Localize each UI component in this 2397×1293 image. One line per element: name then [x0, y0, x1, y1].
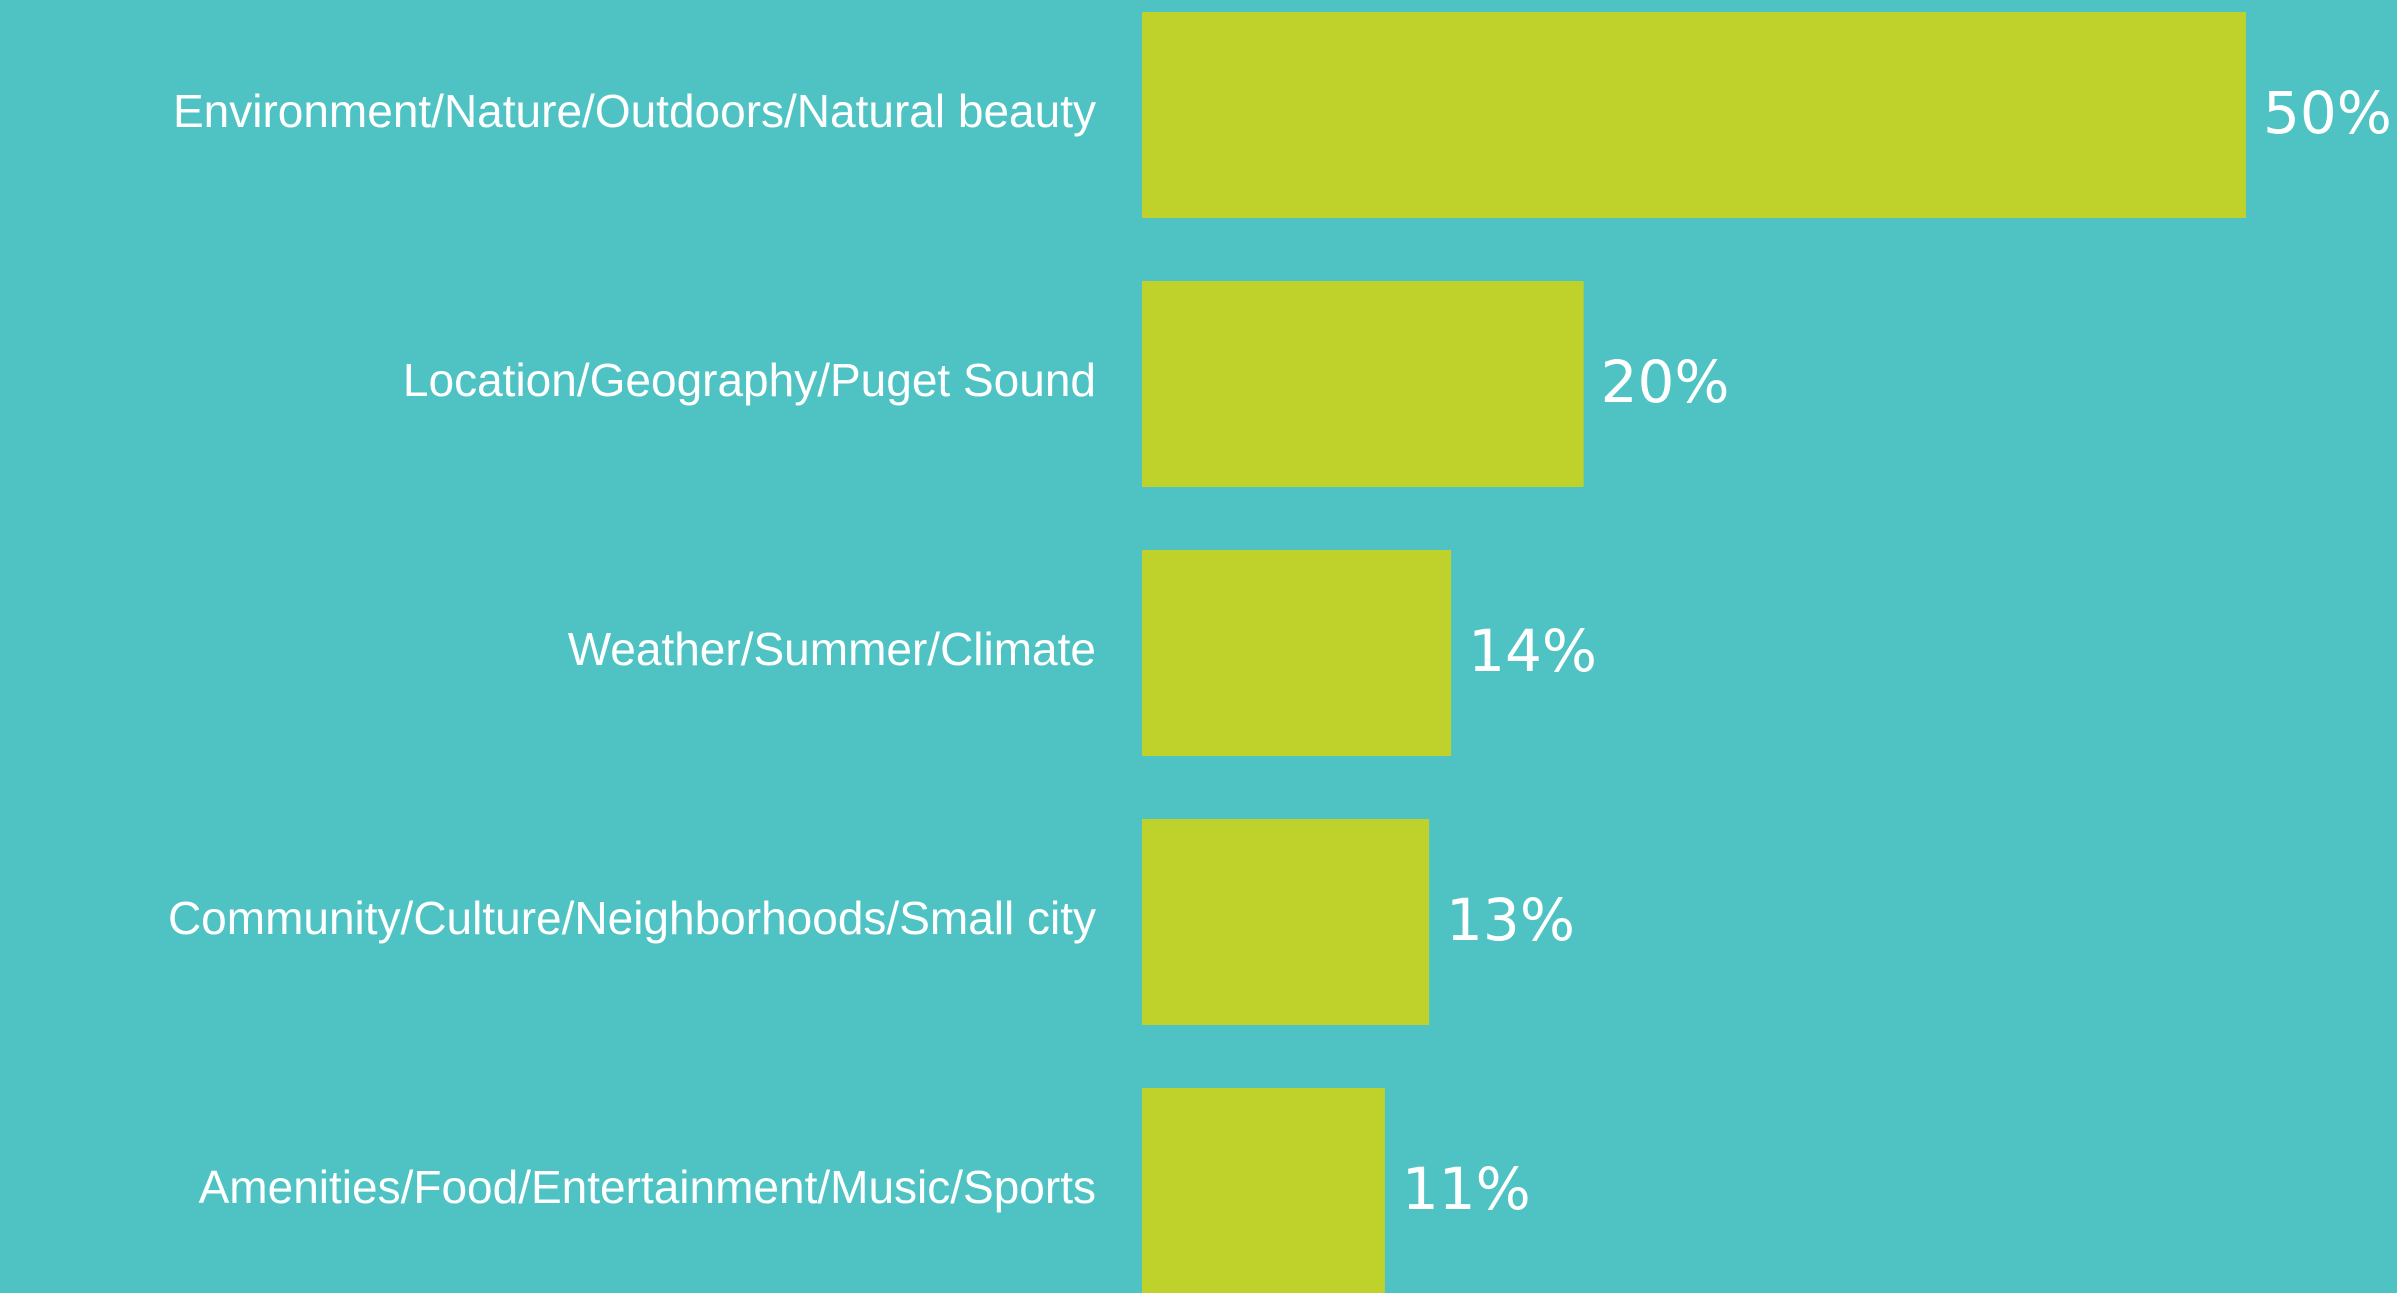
bar — [1142, 281, 1584, 487]
value-label: 11% — [1402, 1155, 1531, 1223]
bar — [1142, 1088, 1385, 1293]
bar — [1142, 550, 1452, 756]
bar — [1142, 12, 2246, 218]
bar — [1142, 819, 1430, 1025]
value-label: 50% — [2263, 79, 2392, 147]
category-label: Community/Culture/Neighborhoods/Small ci… — [168, 892, 1096, 944]
value-label: 14% — [1468, 617, 1597, 685]
category-label: Environment/Nature/Outdoors/Natural beau… — [173, 85, 1096, 137]
category-label: Location/Geography/Puget Sound — [403, 354, 1096, 406]
value-label: 20% — [1601, 348, 1730, 416]
category-label: Weather/Summer/Climate — [568, 623, 1096, 675]
value-label: 13% — [1446, 886, 1575, 954]
category-label: Amenities/Food/Entertainment/Music/Sport… — [199, 1161, 1096, 1213]
